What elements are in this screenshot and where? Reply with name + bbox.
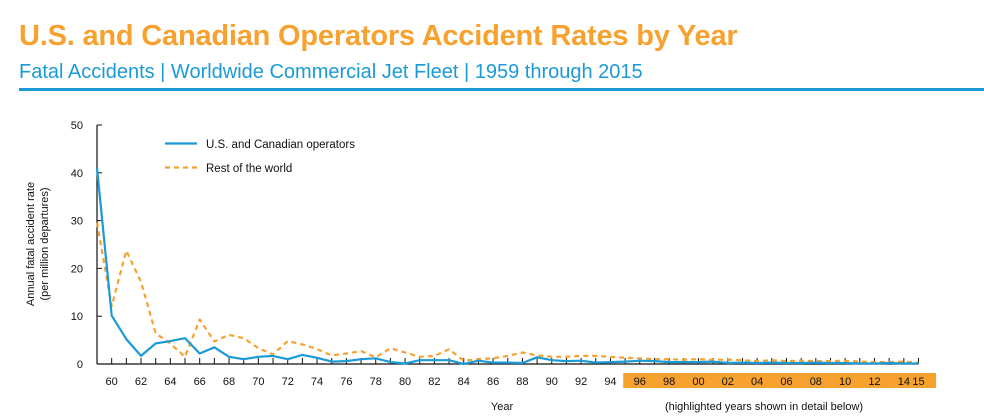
y-tick-label: 10	[71, 311, 83, 323]
y-tick-label: 0	[77, 359, 83, 371]
x-tick-label: 70	[252, 376, 264, 388]
x-axis-title: Year	[491, 401, 514, 413]
x-tick-label: 02	[722, 376, 734, 388]
x-tick-label: 00	[692, 376, 704, 388]
x-tick-label: 86	[487, 376, 499, 388]
x-tick-label: 64	[164, 376, 176, 388]
x-tick-label: 04	[751, 376, 763, 388]
y-axis-title-line1: Annual fatal accident rate	[25, 182, 37, 306]
x-tick-label: 10	[839, 376, 851, 388]
x-tick-label: 74	[311, 376, 323, 388]
header-divider	[19, 88, 984, 91]
y-axis-title-line2: (per million departures)	[39, 187, 51, 300]
x-tick-label: 14	[898, 376, 910, 388]
x-tick-label: 62	[135, 376, 147, 388]
axes-layer: 0 10 20 30 40 50 60 62 64 66 68 70 72 74 76 78 80 82 84 86 8…	[71, 120, 925, 388]
legend: U.S. and Canadian operators Rest of the …	[165, 139, 355, 175]
x-tick-label: 60	[106, 376, 118, 388]
x-tick-label: 68	[223, 376, 235, 388]
series-layer	[95, 167, 919, 366]
x-tick-label: 72	[282, 376, 294, 388]
highlight-layer	[623, 373, 937, 388]
highlighted-years-band	[623, 373, 937, 388]
x-tick-label: 96	[634, 376, 646, 388]
legend-label-us: U.S. and Canadian operators	[206, 139, 355, 151]
x-tick-label: 88	[516, 376, 528, 388]
x-axis-note: (highlighted years shown in detail below…	[665, 401, 863, 413]
x-tick-label: 66	[194, 376, 206, 388]
x-tick-label: 15	[912, 376, 924, 388]
x-tick-label: 76	[340, 376, 352, 388]
chart-subtitle: Fatal Accidents | Worldwide Commercial J…	[19, 61, 643, 83]
x-tick-label: 06	[780, 376, 792, 388]
x-tick-label: 98	[663, 376, 675, 388]
y-tick-label: 40	[71, 168, 83, 180]
legend-label-row: Rest of the world	[206, 163, 292, 175]
x-tick-label: 82	[428, 376, 440, 388]
chart-title: U.S. and Canadian Operators Accident Rat…	[19, 20, 738, 52]
y-tick-label: 30	[71, 216, 83, 228]
x-tick-label: 92	[575, 376, 587, 388]
x-tick-label: 78	[370, 376, 382, 388]
y-tick-label: 20	[71, 263, 83, 275]
series-us-canadian-line	[95, 167, 919, 366]
series-rest-of-world-line	[95, 222, 919, 364]
y-tick-label: 50	[71, 120, 83, 132]
x-tick-label: 80	[399, 376, 411, 388]
x-tick-label: 08	[810, 376, 822, 388]
x-tick-label: 94	[604, 376, 616, 388]
x-tick-label: 12	[868, 376, 880, 388]
x-tick-label: 90	[546, 376, 558, 388]
x-tick-label: 84	[458, 376, 470, 388]
